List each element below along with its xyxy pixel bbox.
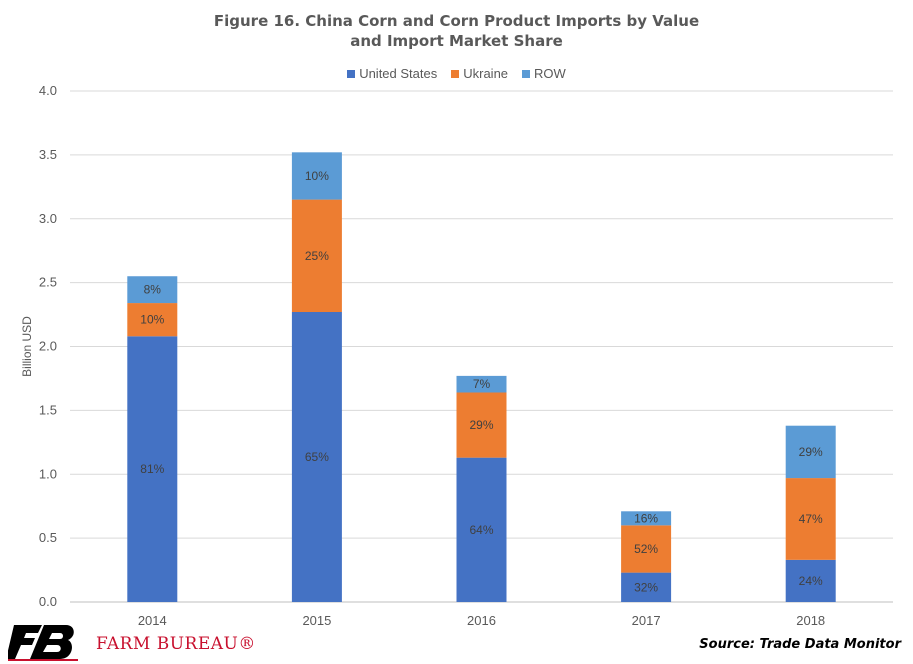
- farm-bureau-wordmark: FARM BUREAU®: [96, 634, 256, 654]
- data-label: 29%: [799, 445, 823, 459]
- data-label: 81%: [140, 462, 164, 476]
- data-label: 10%: [140, 313, 164, 327]
- legend-label-row: ROW: [534, 66, 566, 81]
- data-label: 29%: [469, 418, 493, 432]
- bar-united-states: [127, 336, 178, 602]
- bar-ukraine: [291, 199, 342, 313]
- bar-row: [621, 511, 672, 526]
- bar-united-states: [291, 312, 342, 602]
- data-label: 24%: [799, 574, 823, 588]
- y-tick-label: 3.5: [39, 147, 57, 162]
- bar-united-states: [621, 572, 672, 602]
- x-tick-label: 2015: [302, 613, 331, 628]
- legend-label-ukraine: Ukraine: [463, 66, 509, 81]
- source-note: Source: Trade Data Monitor: [699, 637, 901, 652]
- bar-ukraine: [456, 392, 507, 458]
- bar-row: [127, 276, 178, 304]
- bar-united-states: [456, 457, 507, 602]
- chart-legend: United States Ukraine ROW: [0, 66, 913, 81]
- y-tick-label: 4.0: [39, 83, 57, 98]
- legend-swatch-ukraine: [451, 69, 460, 78]
- bar-row: [291, 152, 342, 200]
- legend-item-ukraine: Ukraine: [451, 66, 508, 81]
- x-tick-label: 2017: [632, 613, 661, 628]
- data-label: 25%: [305, 249, 329, 263]
- y-tick-label: 2.5: [39, 275, 57, 290]
- chart-title-line-2: and Import Market Share: [350, 32, 563, 50]
- bar-row: [785, 425, 836, 479]
- y-tick-label: 0.0: [39, 594, 57, 609]
- farm-bureau-fb-icon: [8, 625, 78, 661]
- bar-ukraine: [127, 303, 178, 337]
- data-label: 8%: [144, 283, 162, 297]
- data-label: 32%: [634, 580, 658, 594]
- y-tick-label: 3.0: [39, 211, 57, 226]
- data-label: 65%: [305, 450, 329, 464]
- y-tick-label: 0.5: [39, 530, 57, 545]
- data-label: 10%: [305, 169, 329, 183]
- y-tick-label: 1.0: [39, 466, 57, 481]
- x-tick-label: 2014: [138, 613, 167, 628]
- x-tick-label: 2018: [796, 613, 825, 628]
- y-axis-title: Billion USD: [20, 316, 34, 377]
- x-tick-label: 2016: [467, 613, 496, 628]
- legend-label-united-states: United States: [359, 66, 438, 81]
- legend-item-row: ROW: [522, 66, 566, 81]
- legend-swatch-row: [522, 69, 531, 78]
- data-label: 47%: [799, 512, 823, 526]
- bar-ukraine: [621, 525, 672, 573]
- farm-bureau-logo: FARM BUREAU®: [8, 623, 255, 661]
- data-label: 64%: [469, 523, 493, 537]
- legend-item-united-states: United States: [347, 66, 437, 81]
- y-tick-label: 2.0: [39, 339, 57, 354]
- chart-title-line-1: Figure 16. China Corn and Corn Product I…: [213, 12, 700, 30]
- data-label: 7%: [473, 377, 491, 391]
- bar-row: [456, 375, 507, 393]
- data-label: 52%: [634, 542, 658, 556]
- data-label: 16%: [634, 511, 658, 525]
- y-tick-label: 1.5: [39, 402, 57, 417]
- bar-united-states: [785, 559, 836, 602]
- legend-swatch-united-states: [347, 69, 356, 78]
- bar-ukraine: [785, 478, 836, 560]
